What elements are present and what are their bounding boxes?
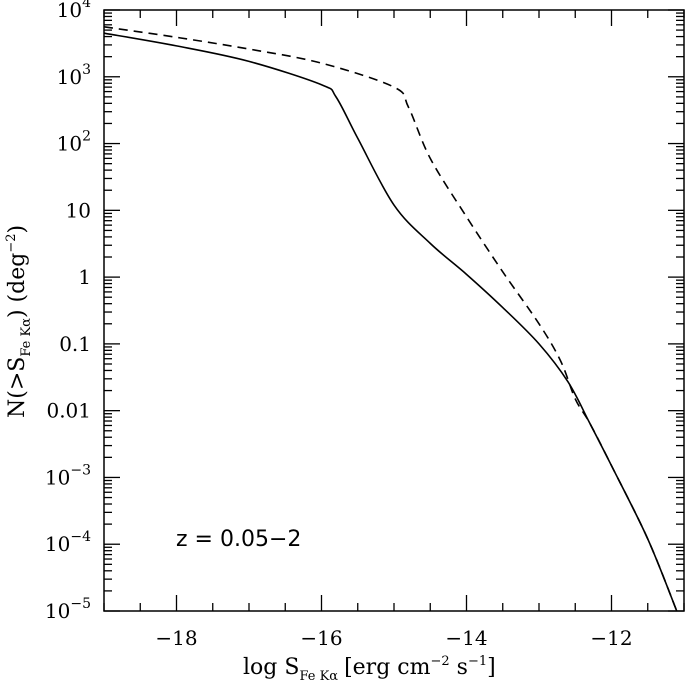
x-tick-label: −18 <box>155 626 197 650</box>
series-group <box>103 26 678 612</box>
axis-ticks <box>103 9 685 612</box>
series-line-solid <box>103 32 678 612</box>
x-tick-label: −16 <box>300 626 342 650</box>
y-tick-label: 10−4 <box>45 529 91 556</box>
y-tick-label: 0.01 <box>46 399 91 423</box>
y-tick-label: 1 <box>78 265 91 289</box>
y-tick-label: 0.1 <box>59 332 91 356</box>
y-axis-label: N(>SFe Kα) (deg−2) <box>4 225 34 418</box>
tick-labels: −18 −16 −14 −121041031021010.10.0110−310−41… <box>45 0 633 650</box>
series-line-dashed <box>103 26 678 612</box>
annotation: z = 0.05−2 <box>176 527 301 552</box>
y-tick-label: 103 <box>57 62 91 89</box>
x-tick-label: −12 <box>590 626 632 650</box>
x-axis-label: log SFe Kα [erg cm−2 s−1] <box>243 654 496 683</box>
y-tick-label: 10−3 <box>45 462 91 489</box>
x-tick-label: −14 <box>445 626 487 650</box>
y-tick-label: 10−5 <box>45 596 91 623</box>
plot-frame <box>103 9 685 612</box>
y-tick-label: 10 <box>66 198 91 222</box>
y-tick-label: 104 <box>57 0 91 22</box>
y-tick-label: 102 <box>57 129 91 156</box>
